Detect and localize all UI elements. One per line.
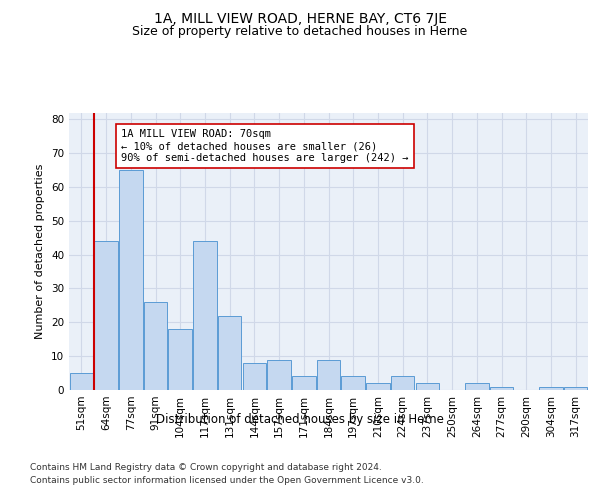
Bar [193, 241, 217, 390]
Bar [416, 383, 439, 390]
Bar [391, 376, 415, 390]
Bar [144, 302, 167, 390]
Text: 1A, MILL VIEW ROAD, HERNE BAY, CT6 7JE: 1A, MILL VIEW ROAD, HERNE BAY, CT6 7JE [154, 12, 446, 26]
Y-axis label: Number of detached properties: Number of detached properties [35, 164, 46, 339]
Bar [317, 360, 340, 390]
Bar [490, 386, 513, 390]
Bar [218, 316, 241, 390]
Text: Size of property relative to detached houses in Herne: Size of property relative to detached ho… [133, 25, 467, 38]
Text: Distribution of detached houses by size in Herne: Distribution of detached houses by size … [156, 412, 444, 426]
Bar [292, 376, 316, 390]
Text: Contains HM Land Registry data © Crown copyright and database right 2024.: Contains HM Land Registry data © Crown c… [30, 462, 382, 471]
Bar [465, 383, 488, 390]
Bar [242, 363, 266, 390]
Bar [564, 386, 587, 390]
Bar [539, 386, 563, 390]
Bar [94, 241, 118, 390]
Bar [70, 373, 93, 390]
Bar [119, 170, 143, 390]
Bar [169, 329, 192, 390]
Bar [268, 360, 291, 390]
Bar [341, 376, 365, 390]
Text: Contains public sector information licensed under the Open Government Licence v3: Contains public sector information licen… [30, 476, 424, 485]
Text: 1A MILL VIEW ROAD: 70sqm
← 10% of detached houses are smaller (26)
90% of semi-d: 1A MILL VIEW ROAD: 70sqm ← 10% of detach… [121, 130, 409, 162]
Bar [366, 383, 389, 390]
